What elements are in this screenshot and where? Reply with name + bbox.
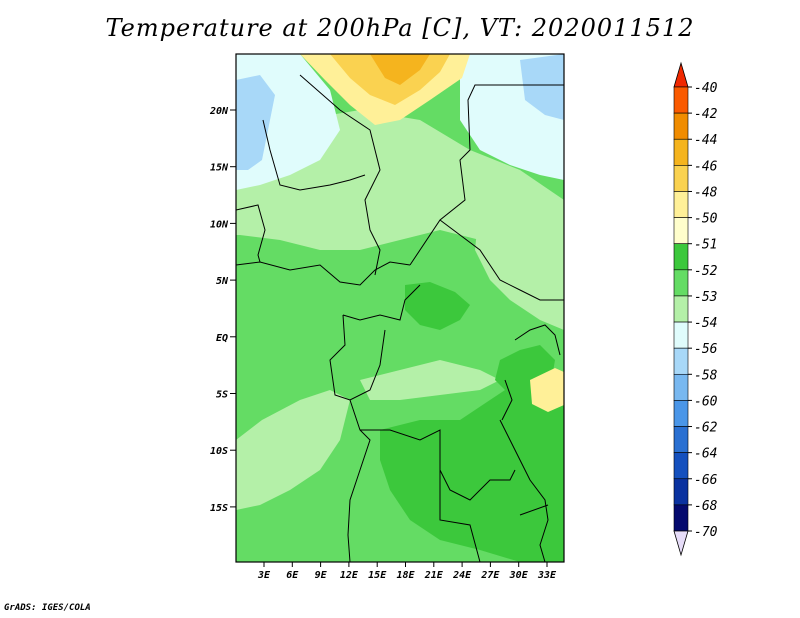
lat-tick-label: 10N — [210, 219, 229, 230]
colorbar-label: -70 — [694, 525, 718, 540]
colorbar-segment — [673, 400, 689, 427]
colorbar: -40 -42 -44 -46 -48 -50 -51 -52 -53 -54 -56 -58 -60 -… — [673, 61, 718, 557]
colorbar-label: -53 — [694, 290, 717, 305]
lon-tick-label: 12E — [340, 570, 359, 581]
blue-area-northeast — [520, 54, 564, 120]
blue-area-northwest — [236, 75, 275, 170]
colorbar-label: -50 — [694, 212, 718, 227]
colorbar-segment — [673, 191, 689, 218]
light-green-area-central — [360, 360, 500, 400]
light-green-area-southwest — [236, 390, 350, 510]
colorbar-label: -68 — [694, 499, 718, 514]
colorbar-top-arrow — [673, 61, 689, 88]
colorbar-label: -66 — [694, 473, 718, 488]
lat-tick-label: 5S — [216, 390, 228, 401]
map-frame — [235, 53, 565, 563]
orange-core-north — [370, 54, 430, 85]
lon-tick-label: 15E — [368, 570, 387, 581]
lat-tick-label: EQ — [216, 333, 228, 344]
lon-tick-label: 33E — [537, 570, 557, 581]
colorbar-label: -51 — [694, 238, 717, 253]
colorbar-segment — [673, 347, 689, 375]
longitude-ticks: 3E 6E 9E 12E 15E 18E 21E 24E 27E 30E 33E — [257, 562, 557, 581]
colorbar-label: -48 — [694, 185, 718, 200]
colorbar-label: -46 — [694, 159, 718, 174]
colorbar-segment — [673, 426, 689, 453]
colorbar-segment — [673, 138, 689, 166]
colorbar-segment — [673, 373, 689, 401]
lat-tick-label: 15N — [210, 163, 229, 174]
colorbar-label: -56 — [694, 342, 718, 357]
colorbar-segment — [673, 452, 689, 480]
lon-tick-label: 27E — [480, 570, 500, 581]
colorbar-segment — [673, 86, 689, 114]
country-borders — [236, 74, 564, 562]
colorbar-segment — [673, 478, 689, 506]
lon-tick-label: 30E — [509, 570, 529, 581]
colorbar-segment — [673, 504, 689, 532]
colorbar-segment — [673, 321, 689, 349]
lon-tick-label: 3E — [257, 570, 271, 581]
colorbar-label: -58 — [694, 368, 718, 383]
lon-tick-label: 21E — [424, 570, 444, 581]
lon-tick-label: 18E — [396, 570, 415, 581]
colorbar-bottom-arrow — [673, 530, 689, 557]
lat-tick-label: 10S — [210, 446, 228, 457]
grads-credit: GrADS: IGES/COLA — [4, 603, 91, 613]
lat-tick-label: 20N — [209, 106, 229, 117]
colorbar-segment — [673, 165, 689, 192]
colorbar-segment — [673, 243, 689, 271]
temperature-field — [236, 54, 564, 562]
lon-tick-label: 6E — [286, 570, 299, 581]
colorbar-label: -52 — [694, 264, 718, 279]
colorbar-label: -44 — [694, 133, 717, 148]
dark-green-area-north-central — [405, 282, 470, 330]
colorbar-label: -64 — [694, 447, 717, 462]
colorbar-segment — [673, 295, 689, 323]
colorbar-label: -60 — [694, 394, 718, 409]
colorbar-segment — [673, 112, 689, 140]
colorbar-label: -54 — [694, 316, 717, 331]
dark-green-area-south — [380, 380, 564, 562]
colorbar-label: -42 — [694, 107, 718, 122]
latitude-ticks: 20N 15N 10N 5N EQ 5S 10S 15S — [209, 106, 236, 514]
lon-tick-label: 24E — [452, 570, 472, 581]
colorbar-label: -40 — [694, 81, 718, 96]
lon-tick-label: 9E — [315, 570, 328, 581]
colorbar-label: -62 — [694, 421, 718, 436]
colorbar-segment — [673, 217, 689, 245]
colorbar-segment — [673, 269, 689, 297]
lat-tick-label: 15S — [210, 503, 228, 514]
map-title: Temperature at 200hPa [C], VT: 202001151… — [105, 14, 695, 42]
light-green-area-east — [475, 200, 564, 330]
yellow-patch-east — [530, 368, 564, 412]
lat-tick-label: 5N — [216, 276, 229, 287]
